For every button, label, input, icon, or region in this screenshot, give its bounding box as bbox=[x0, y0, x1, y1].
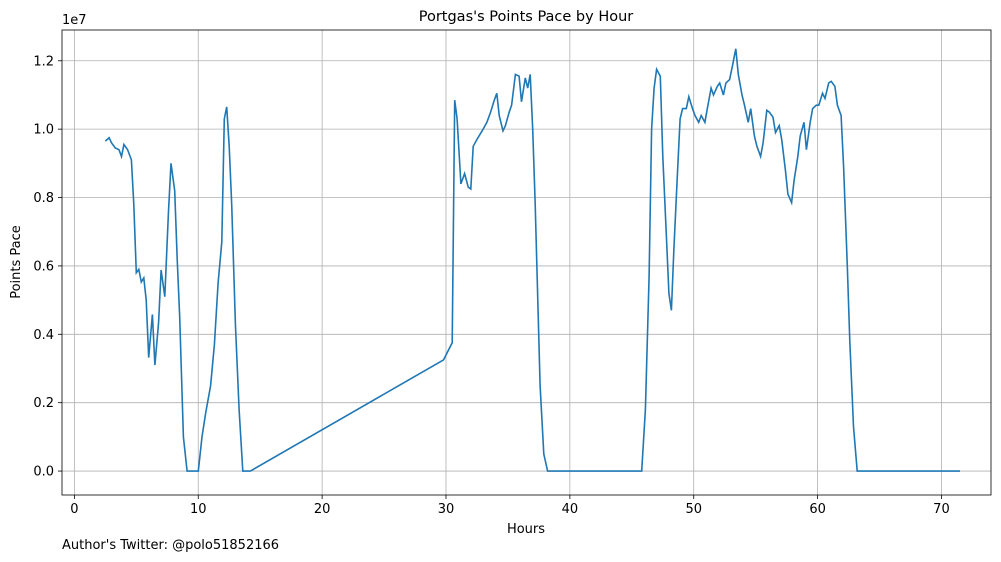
y-tick-label: 0.4 bbox=[33, 328, 54, 343]
y-tick-label: 0.6 bbox=[33, 259, 54, 274]
y-tick-label: 0.0 bbox=[33, 465, 54, 480]
x-tick-label: 50 bbox=[685, 502, 702, 517]
x-axis-ticks: 0 10 20 30 40 50 60 70 bbox=[70, 495, 950, 517]
x-tick-label: 40 bbox=[562, 502, 579, 517]
x-tick-label: 70 bbox=[933, 502, 950, 517]
y-axis-offset-label: 1e7 bbox=[62, 13, 87, 28]
grid-lines bbox=[62, 30, 991, 495]
x-tick-label: 60 bbox=[809, 502, 826, 517]
x-tick-label: 10 bbox=[190, 502, 207, 517]
series-line bbox=[104, 48, 960, 472]
x-tick-label: 30 bbox=[438, 502, 455, 517]
x-tick-label: 0 bbox=[70, 502, 78, 517]
y-axis-title: Points Pace bbox=[9, 225, 24, 299]
y-tick-label: 0.8 bbox=[33, 191, 54, 206]
y-tick-label: 1.2 bbox=[33, 54, 54, 69]
y-tick-label: 0.2 bbox=[33, 396, 54, 411]
y-axis-ticks: 0.0 0.2 0.4 0.6 0.8 1.0 1.2 bbox=[33, 54, 62, 480]
x-axis-title: Hours bbox=[507, 522, 545, 537]
x-tick-label: 20 bbox=[314, 502, 331, 517]
plot-frame bbox=[61, 29, 992, 496]
y-tick-label: 1.0 bbox=[33, 123, 54, 138]
chart-title: Portgas's Points Pace by Hour bbox=[419, 9, 634, 25]
author-credit: Author's Twitter: @polo51852166 bbox=[62, 538, 280, 553]
